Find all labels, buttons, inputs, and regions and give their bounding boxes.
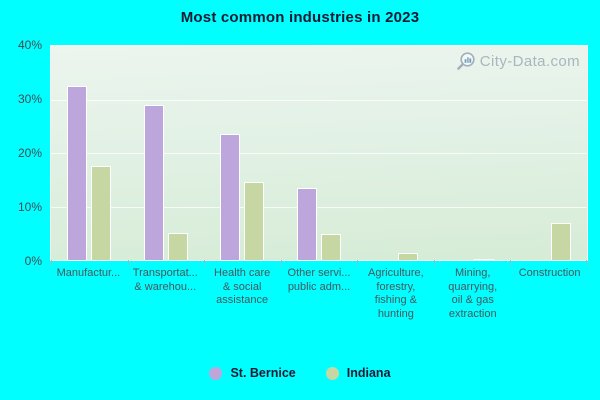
bar-indiana xyxy=(474,258,495,260)
y-tick-label-0: 0% xyxy=(24,254,42,268)
bar-groups xyxy=(51,46,587,260)
x-tick xyxy=(51,260,52,265)
bar-indiana xyxy=(321,234,342,260)
bar-group-mining-quarrying-oil xyxy=(434,46,511,260)
bar-indiana xyxy=(397,253,418,260)
gridline-20 xyxy=(51,153,587,154)
bar-indiana xyxy=(91,165,112,260)
y-tick-label-30: 30% xyxy=(17,92,42,106)
bar-group-transportat-warehou xyxy=(128,46,205,260)
legend-label-st-bernice: St. Bernice xyxy=(230,366,296,380)
bar-indiana xyxy=(244,182,265,260)
x-tick xyxy=(280,260,282,265)
x-axis-labels: Manufactur... Transportat... & warehou... H… xyxy=(50,267,588,321)
x-tick xyxy=(510,260,512,265)
bar-indiana xyxy=(167,232,188,260)
bar-st-bernice xyxy=(297,188,318,260)
plot-area: City-Data.com xyxy=(50,45,588,265)
legend-label-indiana: Indiana xyxy=(346,366,391,380)
x-tick xyxy=(357,260,359,265)
bar-st-bernice xyxy=(67,86,88,260)
bar-group-health-care-social-a xyxy=(204,46,281,260)
legend-item-st-bernice: St. Bernice xyxy=(209,366,296,380)
x-tick xyxy=(586,260,587,265)
citydata-logo-icon xyxy=(455,51,478,72)
x-tick xyxy=(127,260,129,265)
y-tick-label-40: 40% xyxy=(17,38,42,52)
bar-group-agriculture-forestry xyxy=(357,46,434,260)
x-tick xyxy=(204,260,206,265)
citydata-watermark[interactable]: City-Data.com xyxy=(455,51,580,72)
x-label-agriculture-forestry: Agriculture, forestry, fishing & hunting xyxy=(368,267,424,320)
y-axis: 0% 10% 20% 30% 40% xyxy=(0,38,46,268)
legend: St. Bernice Indiana xyxy=(0,366,600,380)
y-tick-label-10: 10% xyxy=(17,200,42,214)
x-tick xyxy=(433,260,435,265)
bar-group-construction xyxy=(510,46,587,260)
bar-indiana xyxy=(550,222,571,260)
x-label-construction: Construction xyxy=(518,267,581,279)
gridline-30 xyxy=(51,99,587,101)
y-tick-label-20: 20% xyxy=(17,146,42,160)
bar-group-manufactur xyxy=(51,46,128,260)
gridline-10 xyxy=(51,206,587,208)
bar-st-bernice xyxy=(220,134,241,260)
bar-st-bernice xyxy=(143,104,164,260)
x-label-manufactur: Manufactur... xyxy=(56,267,121,279)
page-title: Most common industries in 2023 xyxy=(180,9,420,26)
legend-dot-st-bernice xyxy=(209,366,223,380)
x-label-other-servi-public-a: Other servi... public adm... xyxy=(287,267,351,293)
legend-item-indiana: Indiana xyxy=(325,366,391,380)
bar-group-other-servi-public-a xyxy=(281,46,358,260)
x-label-transportat-warehou: Transportat... & warehou... xyxy=(132,267,198,293)
x-label-mining-quarrying-oil: Mining, quarrying, oil & gas extraction xyxy=(448,267,498,320)
legend-dot-indiana xyxy=(325,366,339,380)
x-label-health-care-social-a: Health care & social assistance xyxy=(214,267,271,306)
watermark-text: City-Data.com xyxy=(479,53,580,70)
